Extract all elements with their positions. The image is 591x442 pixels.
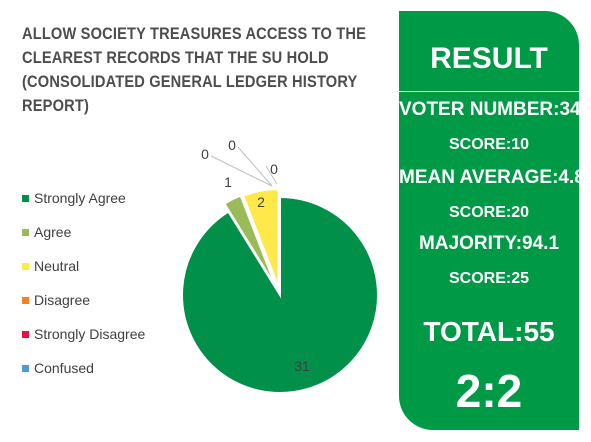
chart-title: ALLOW SOCIETY TREASURES ACCESS TO THE CL… xyxy=(22,22,367,118)
legend-swatch xyxy=(22,262,29,270)
result-panel: RESULT VOTER NUMBER:34 SCORE:10 MEAN AVE… xyxy=(399,11,591,430)
legend-label: Agree xyxy=(34,224,72,240)
legend-label: Strongly Agree xyxy=(34,190,126,206)
mean-average: MEAN AVERAGE:4.85 xyxy=(399,167,591,188)
pie-chart: 31 1 2 0 0 0 xyxy=(181,137,379,394)
legend-swatch xyxy=(22,228,29,236)
legend-item: Disagree xyxy=(22,290,90,310)
label-leader-line xyxy=(265,165,278,185)
result-heading: RESULT xyxy=(430,42,548,75)
legend-item: Confused xyxy=(22,358,94,378)
score-1: SCORE:10 xyxy=(448,136,530,153)
pie-slice xyxy=(241,188,280,288)
majority: MAJORITY:94.1 xyxy=(418,233,560,254)
voter-number: VOTER NUMBER:34 xyxy=(399,99,581,120)
chart-title-line: REPORT) xyxy=(22,96,89,115)
data-label: 0 xyxy=(201,146,209,162)
ratio: 2:2 xyxy=(455,365,523,417)
label-leader-line xyxy=(210,155,273,187)
legend-label: Neutral xyxy=(34,258,80,274)
score-3: SCORE:25 xyxy=(448,270,530,287)
total: TOTAL:55 xyxy=(423,316,555,347)
data-label: 1 xyxy=(224,174,232,190)
data-label: 0 xyxy=(270,161,278,177)
legend-swatch xyxy=(22,296,29,304)
chart-title-line: CLEAREST RECORDS THAT THE SU HOLD xyxy=(22,48,329,67)
legend-swatch xyxy=(22,330,29,338)
data-label: 0 xyxy=(228,137,236,153)
data-label: 2 xyxy=(257,194,265,210)
legend-label: Strongly Disagree xyxy=(34,326,146,342)
legend-label: Confused xyxy=(34,360,94,376)
legend-label: Disagree xyxy=(34,292,91,308)
legend-swatch xyxy=(22,364,29,372)
legend-item: Strongly Disagree xyxy=(22,324,145,344)
legend-item: Neutral xyxy=(22,256,79,276)
data-label: 31 xyxy=(294,358,310,374)
chart-title-line: (CONSOLIDATED GENERAL LEDGER HISTORY xyxy=(22,72,358,91)
pie-slice xyxy=(223,194,277,288)
legend-swatch xyxy=(22,194,29,202)
legend-item: Agree xyxy=(22,222,71,242)
chart-title-line: ALLOW SOCIETY TREASURES ACCESS TO THE xyxy=(22,24,367,43)
score-2: SCORE:20 xyxy=(448,204,530,221)
label-leader-line xyxy=(237,146,273,187)
pie-slice xyxy=(181,195,379,394)
result-details: VOTER NUMBER:34 SCORE:10 MEAN AVERAGE:4.… xyxy=(399,91,591,430)
legend-item: Strongly Agree xyxy=(22,188,126,208)
